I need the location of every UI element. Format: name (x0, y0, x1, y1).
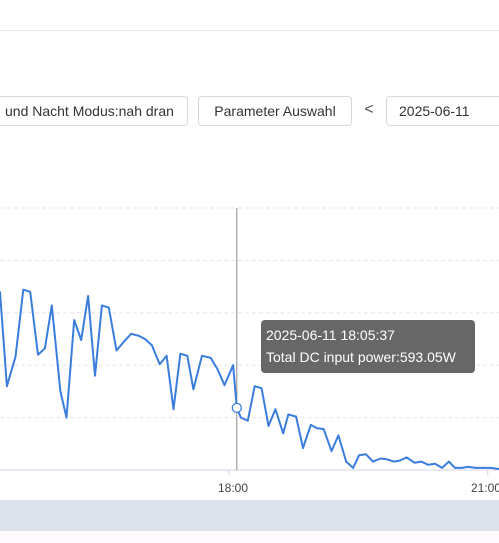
series-points (0, 289, 499, 470)
chart-tooltip: 2025-06-11 18:05:37 Total DC input power… (261, 320, 475, 373)
data-point (310, 424, 312, 426)
data-point (288, 414, 290, 416)
data-point (331, 450, 333, 452)
data-point (454, 467, 456, 469)
data-point (116, 350, 118, 352)
data-point (29, 291, 31, 293)
data-point (15, 356, 17, 358)
data-point (387, 459, 389, 461)
x-tick-label-18: 18:00 (218, 481, 248, 495)
data-point (316, 427, 318, 429)
data-point (201, 355, 203, 357)
data-point (232, 364, 234, 366)
data-point (173, 408, 175, 410)
data-point (399, 460, 401, 462)
data-point (338, 435, 340, 437)
data-point (467, 466, 469, 468)
data-point (414, 462, 416, 464)
data-point (193, 389, 195, 391)
data-point (302, 447, 304, 449)
data-point (123, 341, 125, 343)
chart-gridlines (0, 208, 499, 418)
data-point (345, 461, 347, 463)
data-point (254, 385, 256, 387)
data-point (483, 467, 485, 469)
tooltip-metric: Total DC input power:593.05W (266, 346, 475, 368)
data-point (87, 295, 89, 297)
data-point (352, 467, 354, 469)
data-point (380, 458, 382, 460)
data-point (421, 461, 423, 463)
data-point (475, 467, 477, 469)
data-point (44, 348, 46, 350)
data-point (295, 416, 297, 418)
data-point (94, 375, 96, 377)
data-point (365, 453, 367, 455)
data-point (51, 305, 53, 307)
data-point (166, 355, 168, 357)
data-point (434, 463, 436, 465)
data-point (490, 467, 492, 469)
data-point (6, 385, 8, 387)
data-point (224, 384, 226, 386)
data-point (261, 387, 263, 389)
data-point (441, 467, 443, 469)
highlighted-data-point[interactable] (232, 403, 241, 412)
data-point (393, 461, 395, 463)
series-line-total-dc-input-power (0, 290, 499, 469)
data-point (180, 353, 182, 355)
data-point (448, 461, 450, 463)
data-point (144, 338, 146, 340)
tooltip-timestamp: 2025-06-11 18:05:37 (266, 324, 475, 346)
data-point (37, 354, 39, 356)
x-axis-ticks (229, 470, 488, 475)
data-point (461, 467, 463, 469)
data-point (372, 461, 374, 463)
data-point (60, 391, 62, 393)
power-line-chart[interactable] (0, 0, 499, 500)
data-zoom-slider[interactable] (0, 500, 499, 531)
data-point (275, 408, 277, 410)
data-point (73, 319, 75, 321)
data-point (240, 417, 242, 419)
data-point (130, 333, 132, 335)
data-point (23, 289, 25, 291)
data-point (268, 425, 270, 427)
data-point (187, 355, 189, 357)
data-point (427, 464, 429, 466)
data-point (406, 457, 408, 459)
data-point (323, 428, 325, 430)
data-point (80, 339, 82, 341)
data-point (101, 305, 103, 307)
data-point (217, 369, 219, 371)
data-point (159, 363, 161, 365)
page-bottom (0, 531, 499, 543)
data-point (282, 433, 284, 435)
data-point (66, 417, 68, 419)
data-point (247, 420, 249, 422)
data-point (210, 357, 212, 359)
data-point (108, 307, 110, 309)
data-point (138, 335, 140, 337)
x-tick-label-21: 21:00 (471, 481, 499, 495)
data-point (151, 344, 153, 346)
data-point (358, 455, 360, 457)
